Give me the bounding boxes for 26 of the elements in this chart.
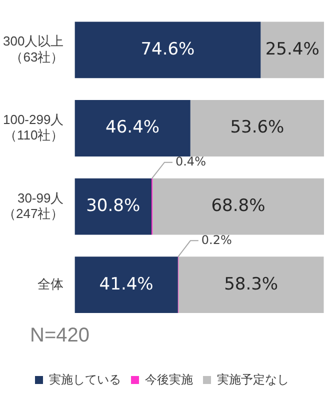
legend-label: 実施している — [49, 372, 121, 386]
bar — [152, 178, 324, 235]
bar — [260, 22, 324, 78]
bar — [74, 22, 261, 78]
data-label: 74.6% — [140, 39, 195, 60]
text: N=420 — [30, 324, 90, 347]
bar — [178, 256, 324, 314]
data-label: 58.3% — [224, 274, 278, 294]
y-tick-label: 100-299人（110社） — [2, 112, 64, 143]
legend-label: 実施予定なし — [217, 372, 289, 386]
data-label: 25.4% — [265, 39, 320, 60]
bar — [74, 100, 190, 156]
legend-label: 今後実施 — [145, 372, 193, 386]
data-label: 68.8% — [211, 196, 266, 216]
bar — [74, 256, 178, 314]
data-label: 46.4% — [106, 118, 160, 138]
bar — [74, 178, 152, 235]
y-tick-label: 300人以上（63社） — [3, 34, 64, 64]
y-tick-label: 30-99人（247社） — [3, 190, 64, 221]
bar — [190, 100, 324, 156]
data-label: 41.4% — [99, 274, 154, 294]
data-label: 0.2% — [201, 232, 232, 247]
data-label: 30.8% — [86, 196, 140, 216]
data-label: 53.6% — [230, 118, 284, 138]
y-tick-label: 全体 — [38, 276, 64, 292]
data-label: 0.4% — [175, 154, 206, 168]
